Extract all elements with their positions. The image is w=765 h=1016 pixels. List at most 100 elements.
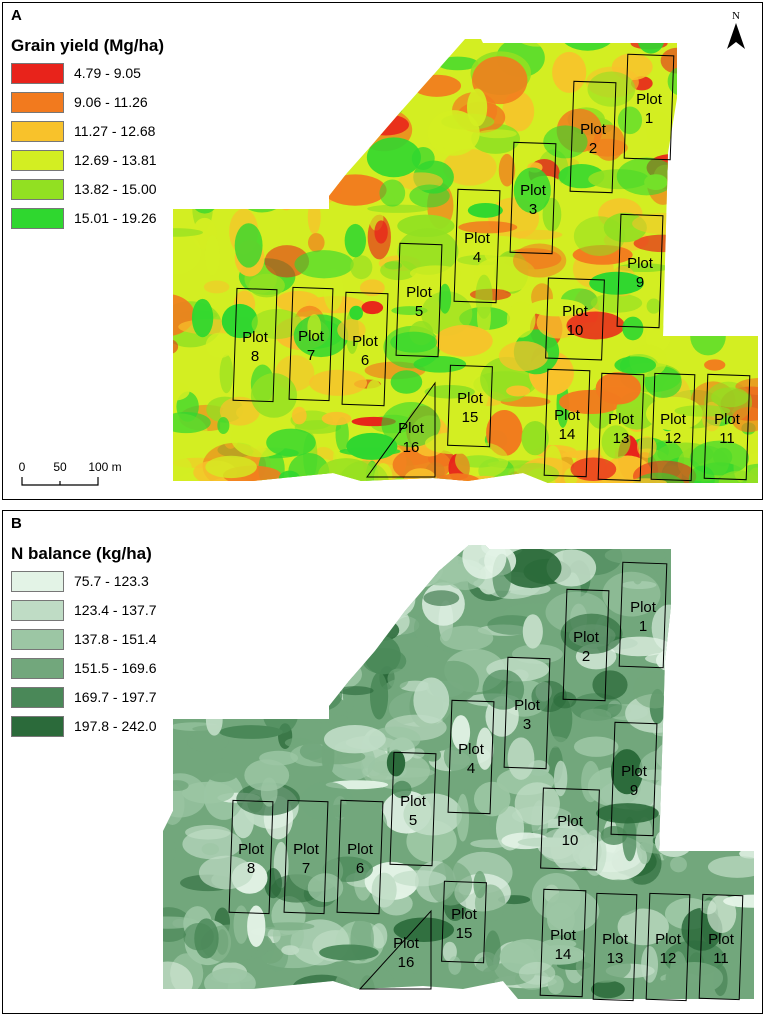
plot-9-boundary bbox=[610, 721, 658, 837]
legend-range-label: 137.8 - 151.4 bbox=[74, 631, 157, 647]
legend-swatch bbox=[11, 657, 64, 679]
plot-number-label: 1 bbox=[645, 110, 653, 127]
plot-number-label: 13 bbox=[607, 950, 624, 967]
scale-label-100: 100 m bbox=[88, 460, 121, 474]
plot-12-boundary bbox=[645, 892, 691, 1002]
plot-10-boundary bbox=[545, 277, 605, 361]
plot-word-label: Plot bbox=[660, 411, 687, 428]
plot-number-label: 14 bbox=[559, 426, 576, 443]
legend-swatch bbox=[11, 715, 64, 737]
n-balance-map: Plot 16 Plot 1 Plot 2 Plot 3 Plot 4 Plot 5 Plot 6 Plot… bbox=[163, 545, 754, 1002]
plot-number-label: 13 bbox=[613, 430, 630, 447]
legend-swatch bbox=[11, 570, 64, 592]
legend-swatch bbox=[11, 686, 64, 708]
plot-number-label: 3 bbox=[529, 201, 537, 218]
plot-3-boundary bbox=[503, 656, 551, 770]
plot-6-boundary bbox=[336, 799, 384, 915]
plot-15-boundary bbox=[441, 880, 487, 964]
plot-15-boundary bbox=[447, 364, 493, 448]
legend-swatch bbox=[11, 62, 64, 84]
panel-letter: B bbox=[11, 515, 22, 532]
legend-range-label: 12.69 - 13.81 bbox=[74, 152, 157, 168]
plot-10-boundary bbox=[540, 787, 600, 871]
legend-swatch bbox=[11, 120, 64, 142]
plot-word-label: Plot bbox=[514, 697, 541, 714]
plot-7-boundary bbox=[283, 799, 329, 915]
plot-word-label: Plot bbox=[554, 407, 581, 424]
plot-word-label: Plot bbox=[562, 303, 589, 320]
plot-word-label: Plot bbox=[655, 931, 682, 948]
legend-item: 197.8 - 242.0 bbox=[11, 714, 157, 738]
plot-7-boundary bbox=[288, 286, 334, 402]
plot-number-label: 11 bbox=[713, 950, 729, 967]
plot-11-boundary bbox=[698, 893, 744, 1001]
plot-word-label: Plot bbox=[400, 793, 427, 810]
plot-word-label: Plot bbox=[636, 91, 663, 108]
plot-13-boundary bbox=[597, 372, 645, 482]
plot-number-label: 2 bbox=[589, 140, 597, 157]
plot-8-boundary bbox=[228, 799, 274, 915]
plot-14-boundary bbox=[539, 888, 587, 998]
plot-word-label: Plot bbox=[347, 841, 374, 858]
plot-word-label: Plot bbox=[406, 284, 433, 301]
scale-label-0: 0 bbox=[19, 460, 26, 474]
plot-number-label: 9 bbox=[636, 274, 644, 291]
plot-9-boundary bbox=[616, 213, 664, 329]
plot-number-label: 14 bbox=[555, 946, 572, 963]
scale-label-50: 50 bbox=[53, 460, 67, 474]
grain-yield-map-panel: Plot 16 Plot 1 Plot 2 Plot 3 Plot 4 Plot 5 Plot 6 Plot… bbox=[2, 2, 763, 500]
plot-number-label: 6 bbox=[361, 352, 369, 369]
north-label: N bbox=[732, 10, 740, 22]
legend-range-label: 151.5 - 169.6 bbox=[74, 660, 157, 676]
legend-range-label: 169.7 - 197.7 bbox=[74, 689, 157, 705]
plot-number-label: 15 bbox=[462, 409, 479, 426]
plot-word-label: Plot bbox=[573, 629, 600, 646]
plot-word-label: Plot bbox=[621, 763, 648, 780]
legend-range-label: 123.4 - 137.7 bbox=[74, 602, 157, 618]
legend-range-label: 11.27 - 12.68 bbox=[74, 123, 156, 139]
plot-word-label: Plot bbox=[627, 255, 654, 272]
legend-range-label: 75.7 - 123.3 bbox=[74, 573, 149, 589]
plot-word-label: Plot bbox=[242, 329, 269, 346]
legend-range-label: 9.06 - 11.26 bbox=[74, 94, 148, 110]
plot-number-label: 7 bbox=[302, 860, 310, 877]
legend-item: 11.27 - 12.68 bbox=[11, 119, 155, 143]
plot-number-label: 8 bbox=[251, 348, 259, 365]
plot-5-boundary bbox=[389, 751, 437, 867]
plot-2-boundary bbox=[562, 588, 610, 702]
legend-title: Grain yield (Mg/ha) bbox=[11, 36, 165, 55]
scale-bar: 0 50 100 m bbox=[19, 460, 122, 486]
legend-swatch bbox=[11, 178, 64, 200]
plot-number-label: 15 bbox=[456, 925, 473, 942]
legend-title: N balance (kg/ha) bbox=[11, 544, 152, 563]
legend-range-label: 15.01 - 19.26 bbox=[74, 210, 157, 226]
legend-item: 4.79 - 9.05 bbox=[11, 61, 141, 85]
legend-item: 9.06 - 11.26 bbox=[11, 90, 148, 114]
panel-letter: A bbox=[11, 7, 22, 24]
plot-word-label: Plot bbox=[352, 333, 379, 350]
plot-11-boundary bbox=[703, 373, 751, 481]
plot-word-label: Plot bbox=[608, 411, 635, 428]
legend-swatch bbox=[11, 599, 64, 621]
plot-number-label: 12 bbox=[665, 430, 682, 447]
legend-swatch bbox=[11, 628, 64, 650]
legend-item: 123.4 - 137.7 bbox=[11, 598, 157, 622]
plot-number-label: 16 bbox=[403, 439, 420, 456]
plot-number-label: 7 bbox=[307, 347, 315, 364]
plot-word-label: Plot bbox=[298, 328, 325, 345]
plot-word-label: Plot bbox=[550, 927, 577, 944]
plot-number-label: 10 bbox=[567, 322, 584, 339]
plot-number-label: 4 bbox=[473, 249, 481, 266]
legend-item: 12.69 - 13.81 bbox=[11, 148, 157, 172]
legend-swatch bbox=[11, 91, 64, 113]
legend-item: 169.7 - 197.7 bbox=[11, 685, 157, 709]
plot-1-boundary bbox=[618, 561, 668, 669]
plot-word-label: Plot bbox=[580, 121, 607, 138]
legend-range-label: 13.82 - 15.00 bbox=[74, 181, 157, 197]
plot-number-label: 4 bbox=[467, 760, 475, 777]
plot-word-label: Plot bbox=[457, 390, 484, 407]
plot-number-label: 11 bbox=[719, 430, 735, 447]
plot-word-label: Plot bbox=[393, 935, 420, 952]
plot-2-boundary bbox=[569, 80, 617, 194]
plot-word-label: Plot bbox=[520, 182, 547, 199]
